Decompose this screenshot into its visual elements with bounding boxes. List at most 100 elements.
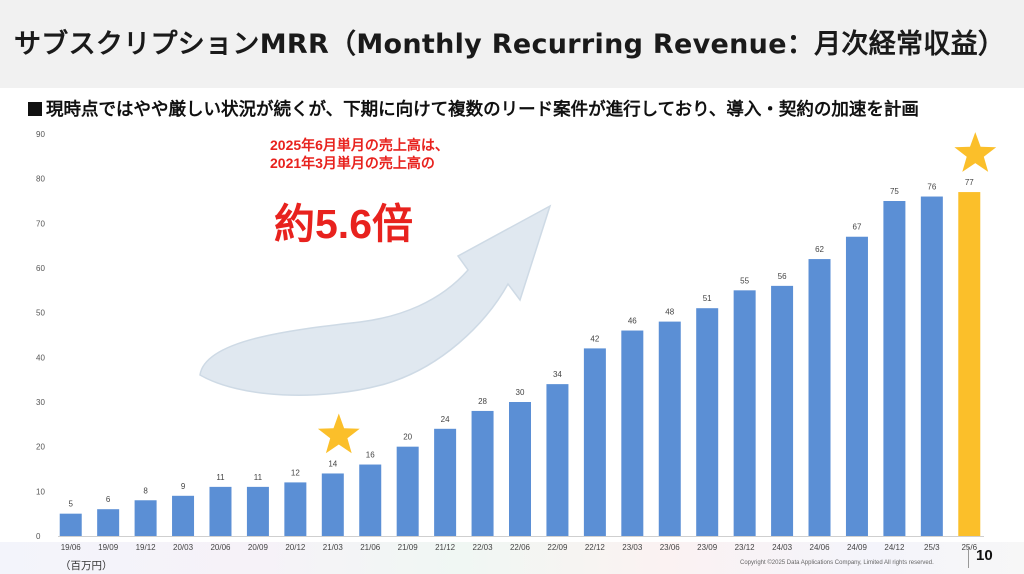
- bar-21-06: [359, 464, 382, 536]
- bar-20-09: [246, 486, 269, 536]
- bar-22-09: [546, 384, 569, 536]
- copyright: Copyright ©2025 Data Applications Compan…: [740, 560, 934, 566]
- y-tick-label: 80: [36, 175, 45, 184]
- data-label: 51: [703, 294, 712, 303]
- data-label: 9: [181, 482, 186, 491]
- x-tick-label: 24/03: [772, 543, 793, 552]
- growth-arrow-shape: [199, 204, 552, 397]
- x-tick-label: 24/06: [810, 543, 831, 552]
- y-tick-label: 60: [36, 264, 45, 273]
- footer-band: [0, 542, 1024, 574]
- x-tick-label: 25/6: [961, 543, 977, 552]
- x-tick-label: 23/09: [697, 543, 718, 552]
- subtitle-text: 現時点ではやや厳しい状況が続くが、下期に向けて複数のリード案件が進行しており、導…: [46, 100, 919, 120]
- y-tick-label: 20: [36, 443, 45, 452]
- bar-20-06: [209, 486, 232, 536]
- data-label: 30: [516, 388, 525, 397]
- star-icon: [317, 413, 360, 454]
- x-tick-label: 22/09: [547, 543, 568, 552]
- data-label: 34: [553, 370, 562, 379]
- data-label: 67: [853, 223, 862, 232]
- x-tick-label: 21/03: [323, 543, 344, 552]
- data-label: 16: [366, 451, 375, 460]
- star-icon: [954, 132, 997, 172]
- data-label: 76: [927, 183, 936, 192]
- x-tick-label: 21/12: [435, 543, 456, 552]
- x-tick-label: 25/3: [924, 543, 940, 552]
- data-label: 20: [403, 433, 412, 442]
- bar-23-03: [621, 330, 644, 536]
- x-tick-label: 23/03: [622, 543, 643, 552]
- data-label: 62: [815, 245, 824, 254]
- data-label: 14: [328, 459, 337, 468]
- data-label: 11: [216, 473, 225, 482]
- x-tick-label: 20/03: [173, 543, 194, 552]
- x-tick-label: 22/03: [473, 543, 494, 552]
- unit-label: （百万円）: [60, 560, 113, 572]
- callout-line-2: 2021年3月単月の売上高の: [270, 155, 435, 171]
- y-tick-label: 40: [36, 353, 45, 362]
- x-tick-label: 24/12: [884, 543, 905, 552]
- data-label: 6: [106, 495, 111, 504]
- bar-22-06: [509, 402, 531, 536]
- x-tick-label: 19/12: [136, 543, 157, 552]
- x-tick-label: 20/09: [248, 543, 269, 552]
- square-bullet-icon: [28, 102, 42, 116]
- data-label: 8: [143, 486, 148, 495]
- bar-22-03: [471, 410, 494, 536]
- bar-24-12: [883, 201, 906, 536]
- growth-callout: 2025年6月単月の売上高は、 2021年3月単月の売上高の 約5.6倍: [270, 136, 449, 250]
- y-tick-label: 90: [36, 130, 45, 139]
- bar-21-03: [321, 473, 344, 536]
- x-tick-label: 21/06: [360, 543, 381, 552]
- bar-23-12: [733, 290, 756, 536]
- data-label: 46: [628, 317, 637, 326]
- x-tick-label: 23/12: [735, 543, 756, 552]
- growth-arrow: [199, 204, 552, 397]
- data-label: 48: [665, 308, 674, 317]
- data-label: 75: [890, 187, 899, 196]
- data-label: 24: [441, 415, 450, 424]
- x-tick-label: 20/06: [210, 543, 231, 552]
- bar-19-09: [97, 509, 120, 536]
- title-band: [0, 0, 1024, 88]
- bar-24-09: [845, 236, 868, 536]
- x-tick-label: 22/06: [510, 543, 531, 552]
- data-label: 28: [478, 397, 487, 406]
- bar-25-6: [958, 192, 981, 537]
- x-tick-label: 23/06: [660, 543, 681, 552]
- bar-21-12: [434, 428, 457, 536]
- page-number: 10: [976, 547, 993, 564]
- bar-20-03: [172, 495, 195, 536]
- data-label: 5: [68, 500, 73, 509]
- data-label: 42: [590, 334, 599, 343]
- bar-22-12: [583, 348, 606, 536]
- x-tick-label: 19/09: [98, 543, 119, 552]
- page-divider: [968, 546, 969, 568]
- bar-24-03: [771, 285, 794, 536]
- bar-19-06: [59, 513, 82, 536]
- y-tick-label: 70: [36, 219, 45, 228]
- y-tick-label: 0: [36, 532, 41, 541]
- data-label: 77: [965, 178, 974, 187]
- callout-highlight: 約5.6倍: [274, 201, 413, 247]
- subtitle: 現時点ではやや厳しい状況が続くが、下期に向けて複数のリード案件が進行しており、導…: [28, 96, 919, 121]
- bar-23-06: [658, 321, 681, 536]
- y-tick-label: 50: [36, 309, 45, 318]
- bar-25-3: [920, 196, 943, 537]
- x-tick-label: 22/12: [585, 543, 606, 552]
- data-label: 12: [291, 468, 300, 477]
- x-tick-label: 19/06: [61, 543, 82, 552]
- bar-20-12: [284, 482, 307, 536]
- data-label: 11: [254, 473, 263, 482]
- bar-23-09: [696, 308, 719, 536]
- bar-24-06: [808, 259, 831, 536]
- y-tick-label: 30: [36, 398, 45, 407]
- bar-19-12: [134, 500, 157, 536]
- page-title: サブスクリプションMRR（Monthly Recurring Revenue：月…: [14, 29, 1006, 60]
- bar-21-09: [396, 446, 419, 536]
- data-label: 55: [740, 276, 749, 285]
- x-tick-label: 24/09: [847, 543, 868, 552]
- y-tick-label: 10: [36, 487, 45, 496]
